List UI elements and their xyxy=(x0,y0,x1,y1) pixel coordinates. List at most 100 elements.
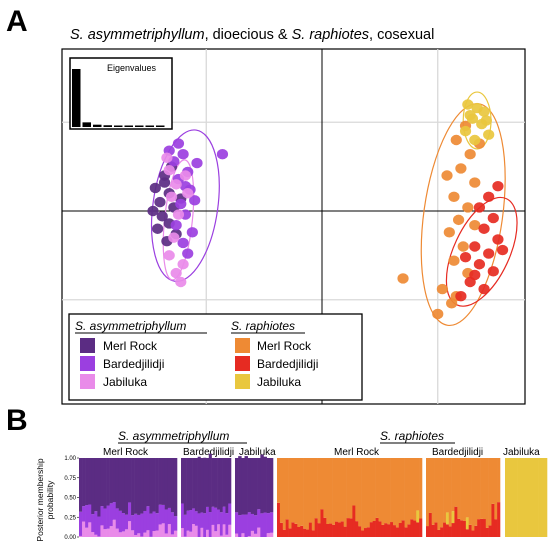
bar-g4-i17-c0 xyxy=(474,525,478,537)
bar-g0-i7-c0 xyxy=(100,525,104,537)
point-s3-14 xyxy=(432,308,444,320)
bar-g0-i13-c2 xyxy=(118,458,123,511)
point-s2-5 xyxy=(177,259,189,270)
bar-g1-i5-c0 xyxy=(194,525,198,537)
bar-g0-i5-c0 xyxy=(94,534,98,537)
point-s4-3 xyxy=(478,223,490,234)
bar-g4-i7-c1 xyxy=(445,512,450,525)
bar-g0-i19-c1 xyxy=(137,514,141,534)
bar-g3-i6-c2 xyxy=(294,458,298,524)
bar-g3-i47-c2 xyxy=(413,458,417,521)
legend-swatch-raph-merl xyxy=(235,338,250,353)
bar-g4-i22-c2 xyxy=(488,458,492,526)
bar-g1-i16-c1 xyxy=(225,513,229,535)
bar-g3-i15-c0 xyxy=(320,509,324,537)
bar-g3-i29-c0 xyxy=(361,530,365,537)
bar-g3-i48-c2 xyxy=(416,458,420,511)
eigenvalue-bars xyxy=(72,69,165,127)
point-s3-7 xyxy=(452,214,465,226)
point-s5-8 xyxy=(464,109,476,121)
bar-g0-i25-c1 xyxy=(155,513,159,531)
bar-g3-i10-c0 xyxy=(306,529,310,537)
bar-g0-i13-c1 xyxy=(118,510,123,533)
bar-g3-i47-c0 xyxy=(413,520,417,537)
bar-g1-i6-c2 xyxy=(197,456,201,514)
bar-g0-i0-c0 xyxy=(79,535,83,537)
bar-g0-i27-c0 xyxy=(161,523,166,537)
bar-g0-i20-c0 xyxy=(140,536,144,537)
bar-g0-i15-c0 xyxy=(124,529,129,537)
bar-g1-i12-c2 xyxy=(214,458,218,508)
point-s0-9 xyxy=(158,177,171,188)
bar-g0-i12-c0 xyxy=(115,528,120,537)
bar-g2-i0-c2 xyxy=(235,458,239,513)
bar-g4-i25-c2 xyxy=(497,458,501,503)
bar-g4-i3-c0 xyxy=(434,522,438,537)
bar-g3-i0-c2 xyxy=(277,458,281,503)
bar-g3-i12-c0 xyxy=(311,530,315,537)
bar-g0-i1-c2 xyxy=(82,458,86,507)
bar-g3-i10-c2 xyxy=(306,458,310,530)
bar-g3-i12-c2 xyxy=(311,458,315,531)
point-s2-9 xyxy=(179,170,192,181)
bar-g3-i45-c2 xyxy=(407,458,411,525)
point-s5-2 xyxy=(478,106,490,117)
bar-g1-i12-c0 xyxy=(214,531,218,537)
bar-g3-i42-c2 xyxy=(398,458,402,524)
bar-g3-i13-c2 xyxy=(314,458,318,519)
bar-g3-i17-c0 xyxy=(326,523,330,537)
bar-g3-i19-c0 xyxy=(332,524,336,537)
point-s3-5 xyxy=(448,191,460,202)
point-s3-19 xyxy=(469,220,481,231)
bar-g1-i16-c2 xyxy=(225,458,229,514)
legend-label-raph-merl: Merl Rock xyxy=(257,339,312,353)
y-tick-label-3: 0.75 xyxy=(64,476,76,482)
bar-g1-i8-c1 xyxy=(203,513,207,537)
bar-g3-i41-c2 xyxy=(395,458,400,528)
bar-g0-i23-c2 xyxy=(149,458,153,514)
bar-g1-i7-c0 xyxy=(200,527,204,537)
bar-g0-i29-c0 xyxy=(167,524,172,537)
bar-g0-i10-c0 xyxy=(109,526,113,537)
point-s5-0 xyxy=(462,99,474,110)
point-s3-3 xyxy=(455,163,467,174)
bar-g4-i0-c2 xyxy=(426,458,430,527)
bar-g1-i4-c0 xyxy=(192,524,196,537)
bar-g3-i18-c0 xyxy=(329,523,333,537)
point-s4-6 xyxy=(483,248,495,259)
bar-g3-i23-c2 xyxy=(343,458,347,527)
bar-g3-i37-c0 xyxy=(384,523,388,537)
eigenvalue-bar-7 xyxy=(145,125,154,127)
bar-g4-i1-c2 xyxy=(428,458,432,513)
bar-g1-i11-c1 xyxy=(211,506,215,525)
bar-g3-i14-c2 xyxy=(317,458,321,524)
title-species-1: S. asymmetriphyllum xyxy=(70,27,205,43)
bar-g4-i18-c2 xyxy=(477,458,481,520)
bar-g1-i10-c1 xyxy=(208,512,212,537)
bar-g2-i6-c2 xyxy=(254,458,258,516)
bar-g2-i4-c0 xyxy=(247,536,252,537)
bar-g0-i24-c0 xyxy=(152,531,156,537)
bar-g4-i19-c2 xyxy=(480,458,484,519)
point-s4-5 xyxy=(469,241,481,252)
point-s5-9 xyxy=(480,115,492,126)
bar-g0-i4-c0 xyxy=(91,532,95,537)
point-s0-1 xyxy=(149,182,161,194)
bar-g5-i2-c0 xyxy=(513,458,518,537)
bar-g0-i6-c2 xyxy=(97,458,101,517)
bar-g2-i9-c1 xyxy=(263,512,267,537)
y-tick-label-4: 1.00 xyxy=(64,456,76,462)
pca-scatter-plot: Eigenvalues S. asymmetriphyllum S. raphi… xyxy=(61,48,526,405)
bar-g1-i6-c1 xyxy=(197,513,201,537)
bar-g4-i2-c2 xyxy=(431,458,435,525)
bar-g0-i18-c0 xyxy=(134,535,138,537)
bar-g0-i4-c1 xyxy=(91,514,95,533)
bar-g3-i2-c2 xyxy=(282,458,286,530)
bar-g0-i28-c2 xyxy=(164,458,169,510)
bar-g0-i27-c1 xyxy=(161,504,166,524)
bar-g1-i3-c0 xyxy=(189,531,193,537)
bar-g2-i2-c0 xyxy=(241,533,245,537)
point-s4-13 xyxy=(492,180,504,192)
panel-b-letter: B xyxy=(6,404,28,437)
pop-label-raph-bard: Bardedjilidji xyxy=(432,447,483,458)
